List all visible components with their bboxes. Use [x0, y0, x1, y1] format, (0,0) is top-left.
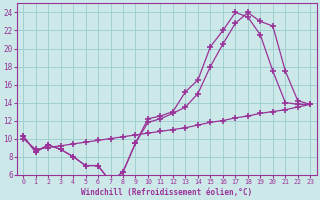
X-axis label: Windchill (Refroidissement éolien,°C): Windchill (Refroidissement éolien,°C) [81, 188, 252, 197]
